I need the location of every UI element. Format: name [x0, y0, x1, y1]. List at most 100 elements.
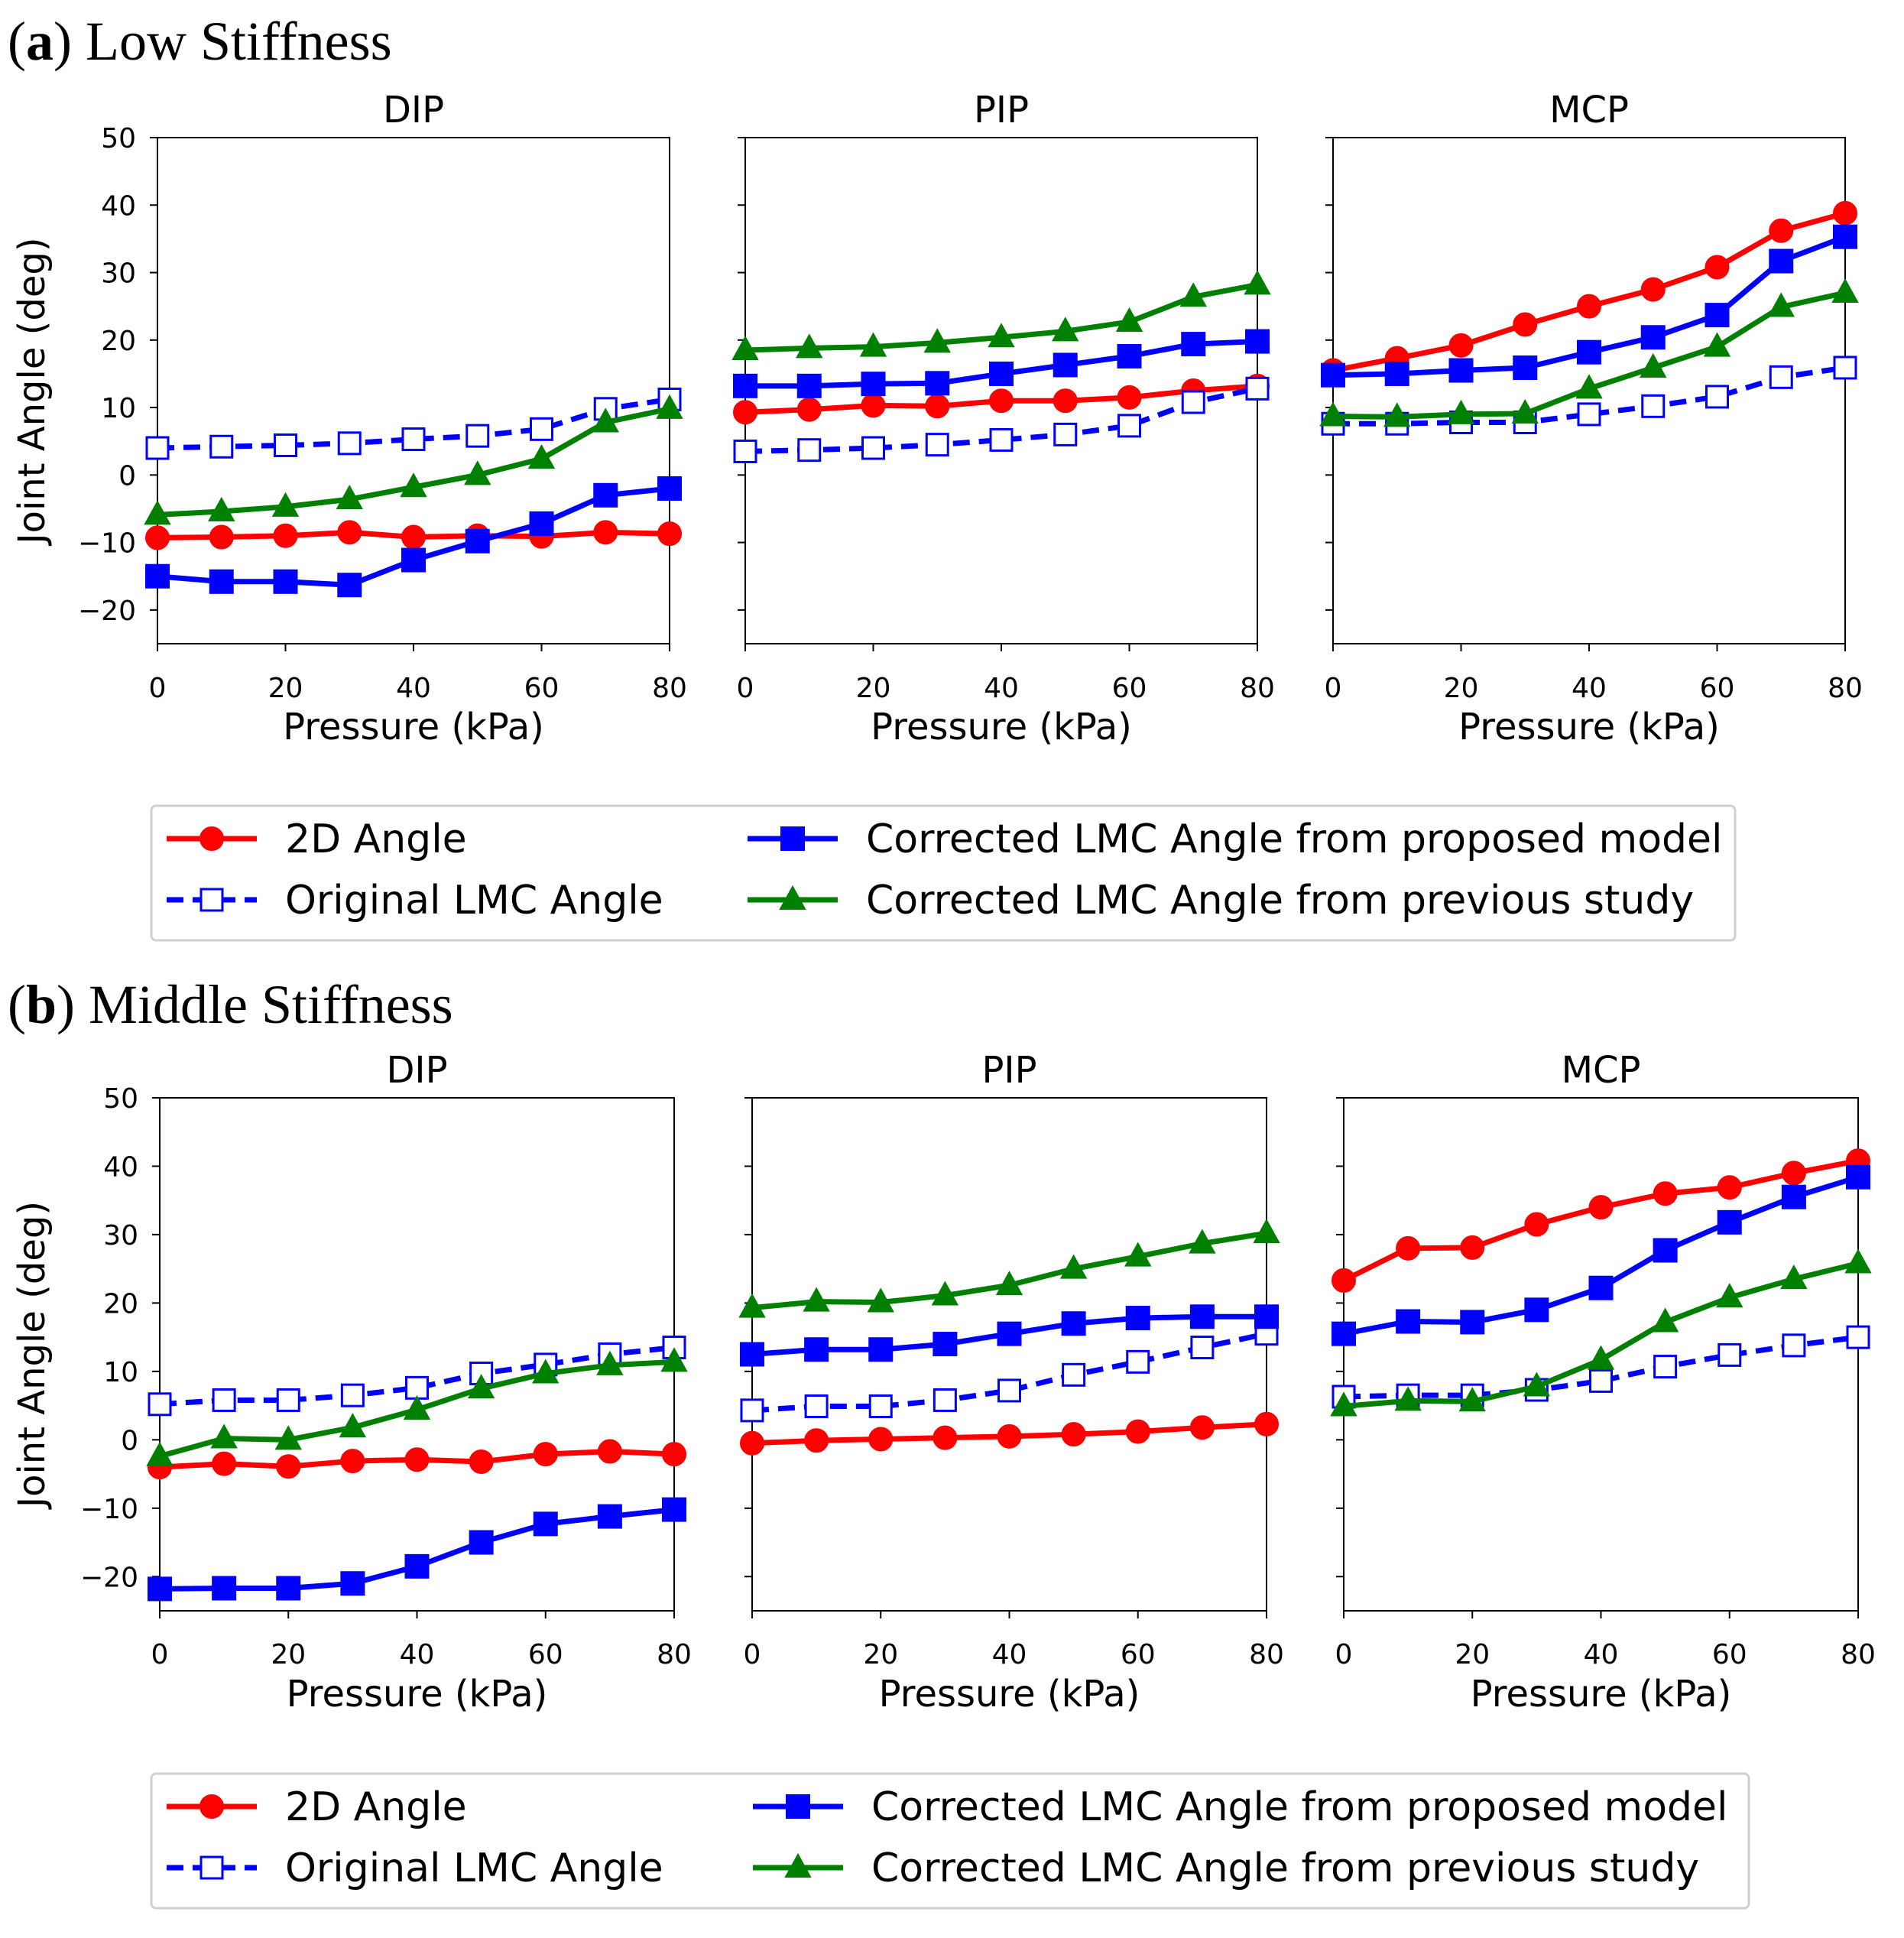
data-point-prop — [1717, 1209, 1742, 1235]
data-point-orig — [209, 434, 234, 459]
data-point-2d — [989, 388, 1014, 414]
data-point-prop — [796, 373, 822, 398]
legend-marker-2d — [199, 1794, 224, 1819]
series-prev — [144, 394, 683, 525]
data-point-orig — [212, 1388, 236, 1412]
data-point-2d — [1513, 312, 1538, 337]
panel-b-plots: Joint Angle (deg) DIP 50 40 30 20 10 0 −10 −20 0 20… — [11, 1049, 1876, 1716]
data-point-prev — [146, 1441, 174, 1466]
x-tick-label: 40 — [396, 673, 431, 704]
series-prev — [146, 1347, 688, 1466]
legend-label: Corrected LMC Angle from proposed model — [866, 816, 1722, 862]
legend-label: 2D Angle — [285, 1784, 467, 1830]
x-tick-label: 60 — [1700, 673, 1735, 704]
legend-label: 2D Angle — [285, 816, 467, 862]
data-point-prev — [859, 332, 887, 357]
data-point-prop — [1321, 362, 1345, 388]
data-point-prop — [1524, 1297, 1549, 1323]
y-tick-label: 40 — [101, 190, 136, 222]
legend-box — [150, 1772, 1750, 1910]
panel-a-title: (a) Low Stiffness — [8, 11, 392, 72]
series-line-2d — [1342, 1157, 1859, 1284]
x-tick-label: 0 — [744, 1639, 761, 1670]
subplot-mcp: MCP 0 20 40 60 80 Pressure (kPa) — [1330, 1049, 1876, 1716]
data-point-prev — [1394, 1386, 1422, 1411]
data-point-prop — [593, 482, 618, 508]
data-point-prev — [656, 394, 683, 419]
data-point-orig — [1117, 414, 1141, 438]
series-line-orig — [1343, 1334, 1859, 1400]
data-point-orig — [1653, 1355, 1678, 1379]
data-point-prev — [923, 328, 951, 353]
data-point-prev — [1383, 402, 1411, 427]
y-tick-label: −20 — [78, 596, 136, 627]
data-point-2d — [533, 1442, 558, 1467]
legend-a: 2D Angle Original LMC Angle Corrected LMC … — [150, 804, 1737, 942]
data-point-2d — [273, 523, 298, 548]
x-tick-label: 0 — [149, 673, 167, 704]
x-tick-label: 80 — [1240, 673, 1275, 704]
data-point-orig — [1577, 402, 1601, 427]
data-point-prop — [1125, 1306, 1150, 1331]
data-point-2d — [997, 1423, 1022, 1449]
x-tick-label: 20 — [856, 673, 891, 704]
data-point-prev — [1640, 352, 1667, 378]
data-point-2d — [276, 1454, 301, 1479]
data-point-prev — [1651, 1307, 1679, 1333]
subplot-title: PIP — [981, 1049, 1036, 1092]
data-point-prop — [997, 1321, 1022, 1346]
data-point-prev — [660, 1347, 688, 1372]
data-point-prev — [738, 1293, 766, 1318]
series-line-orig — [751, 1331, 1267, 1414]
data-point-prev — [731, 335, 759, 361]
data-point-orig — [733, 439, 757, 463]
data-point-2d — [145, 525, 170, 550]
data-point-prop — [1769, 248, 1794, 274]
data-point-prev — [1844, 1248, 1872, 1274]
series-prop — [733, 329, 1270, 398]
data-point-prop — [868, 1337, 894, 1362]
data-point-prev — [1179, 282, 1207, 307]
y-tick-label: 40 — [103, 1151, 138, 1183]
data-point-2d — [1125, 1419, 1150, 1444]
legend-item-2d: 2D Angle — [167, 1784, 467, 1830]
data-point-2d — [925, 394, 950, 419]
y-tick-label: 30 — [103, 1220, 138, 1251]
series-prev — [1319, 278, 1859, 427]
data-point-prev — [1115, 307, 1143, 332]
data-point-prev — [1059, 1254, 1088, 1279]
series-prop — [1332, 1164, 1870, 1346]
panel-b-letter: b — [26, 974, 57, 1035]
data-point-2d — [597, 1439, 622, 1464]
legend-item-prop: Corrected LMC Angle from proposed model — [748, 816, 1722, 862]
x-tick-label: 40 — [984, 673, 1019, 704]
y-tick-label: 30 — [101, 258, 136, 290]
data-point-prop — [740, 1342, 764, 1367]
data-point-prev — [336, 485, 363, 510]
y-tick-label: 10 — [103, 1357, 138, 1388]
data-point-prev — [1189, 1229, 1216, 1254]
data-point-prev — [144, 500, 171, 525]
x-tick-label: 60 — [524, 673, 560, 704]
y-tick-label: −10 — [78, 528, 136, 560]
series-2d — [1332, 1148, 1870, 1293]
data-point-prev — [592, 407, 619, 433]
panel-a-title-text: Low Stiffness — [86, 11, 392, 72]
series-line-orig — [157, 397, 670, 451]
data-point-2d — [1833, 200, 1857, 226]
data-point-prop — [148, 1576, 172, 1602]
x-tick-label: 80 — [1841, 1639, 1876, 1670]
x-tick-label: 60 — [1121, 1639, 1156, 1670]
data-point-prev — [1458, 1387, 1486, 1412]
data-point-orig — [1062, 1362, 1086, 1387]
y-tick-label: 0 — [121, 1425, 138, 1456]
data-point-2d — [337, 520, 362, 545]
x-axis-label: Pressure (kPa) — [1471, 1673, 1732, 1716]
data-point-orig — [1053, 422, 1078, 446]
data-point-prop — [1189, 1304, 1215, 1329]
legend-item-orig: Original LMC Angle — [167, 878, 663, 924]
x-axis-label: Pressure (kPa) — [879, 1673, 1140, 1716]
data-point-prop — [1460, 1310, 1485, 1335]
data-point-2d — [657, 521, 682, 547]
data-point-orig — [1245, 376, 1270, 401]
